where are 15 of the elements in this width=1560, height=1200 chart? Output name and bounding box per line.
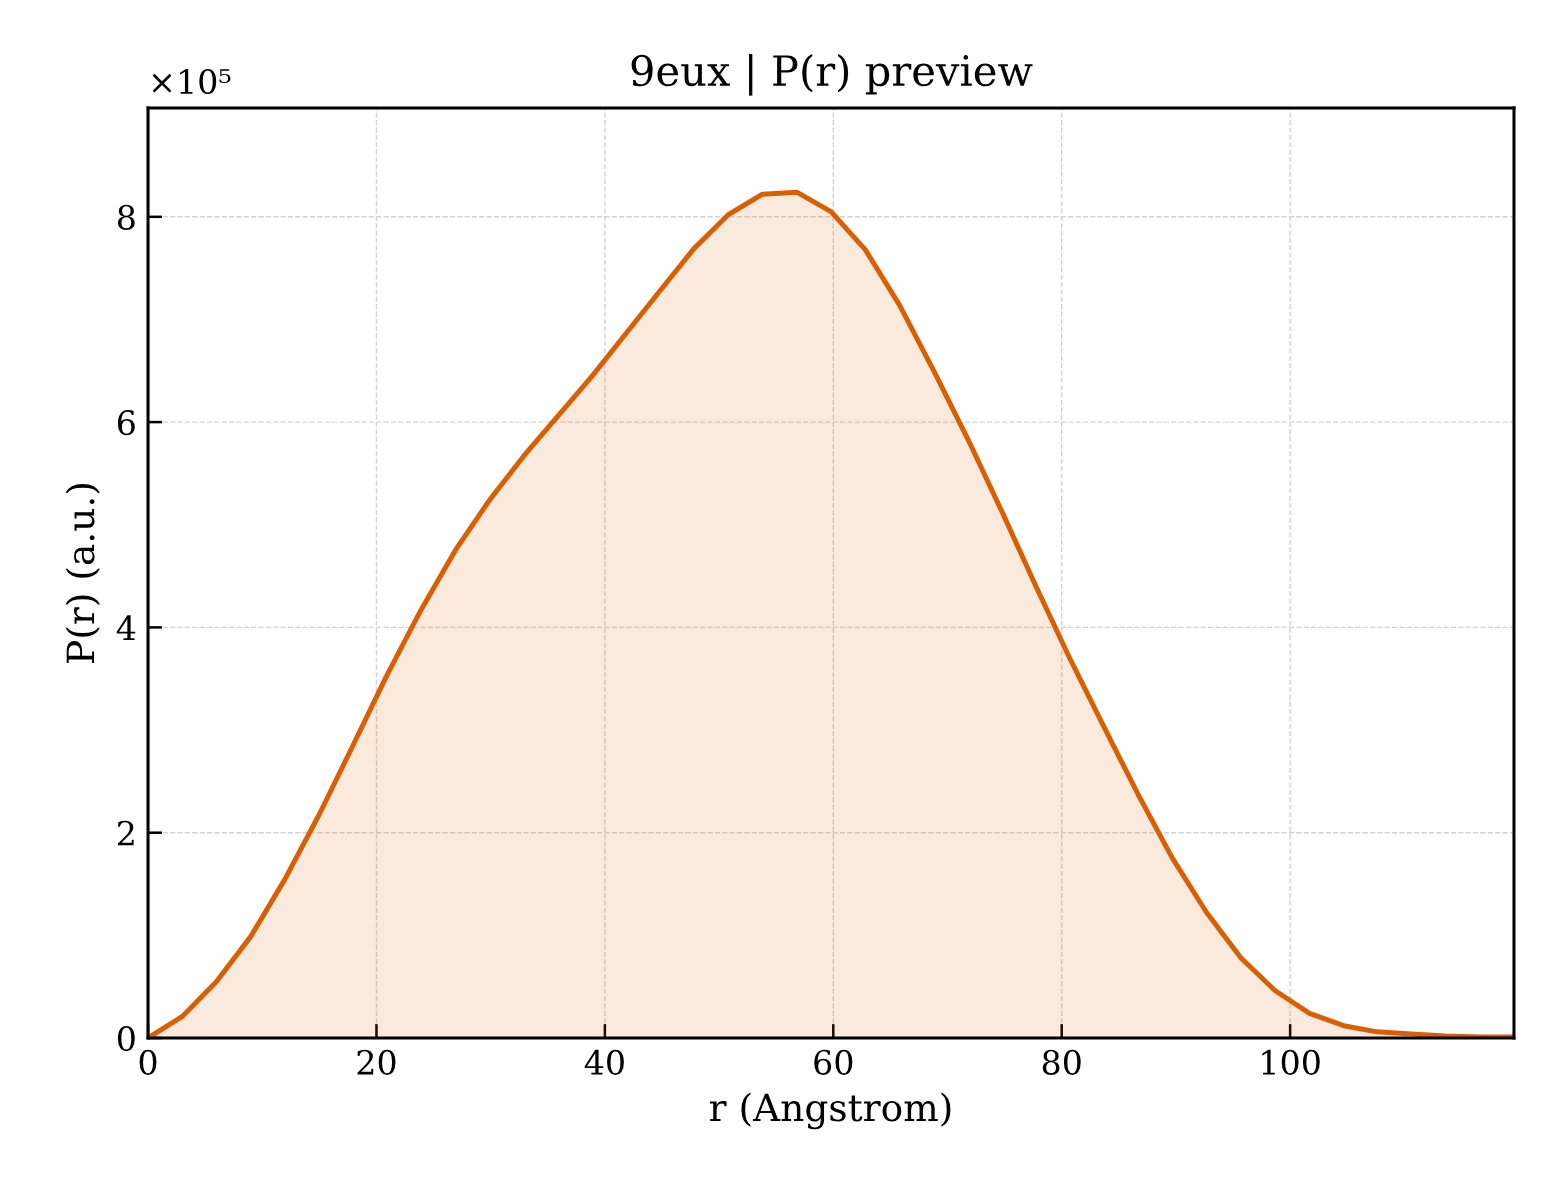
x-tick-label: 20 [357, 1049, 396, 1075]
text: ×10⁵ [152, 68, 231, 95]
y-tick-label: 6 [117, 410, 135, 436]
x-tick-label: 80 [1042, 1049, 1081, 1075]
x-tick-label: 100 [1262, 1049, 1320, 1075]
x-tick-label: 0 [139, 1049, 157, 1075]
chart-title: 9eux | P(r) preview [631, 53, 1033, 96]
y-tick-label: 4 [116, 615, 136, 641]
y-tick-label: 0 [117, 1025, 135, 1052]
x-tick-label: 60 [814, 1049, 853, 1075]
x-axis-title: r (Angstrom) [710, 1092, 951, 1130]
x-tick-label: 40 [584, 1049, 624, 1075]
y-axis-title: P(r) (a.u.) [65, 483, 100, 663]
y-tick-label: 2 [117, 820, 134, 846]
y-tick-label: 8 [117, 204, 135, 230]
